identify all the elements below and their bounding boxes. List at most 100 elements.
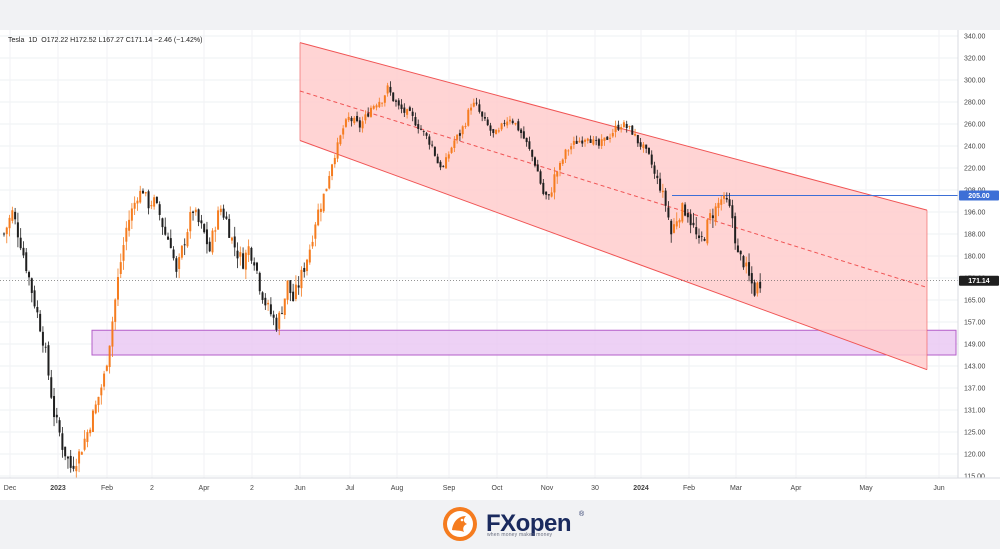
candle-body xyxy=(559,162,561,170)
x-tick-label: Oct xyxy=(492,485,503,492)
symbol-name: Tesla xyxy=(8,37,25,44)
candle-down xyxy=(458,129,461,142)
candle-body xyxy=(709,213,712,219)
candle-up xyxy=(347,112,350,123)
candle-body xyxy=(75,466,78,472)
x-tick-label: 30 xyxy=(591,485,599,492)
candle-down xyxy=(528,136,531,151)
candle-up xyxy=(278,310,281,336)
candle-up xyxy=(508,115,511,125)
candle-up xyxy=(364,110,367,124)
candle-body xyxy=(3,233,5,235)
candle-body xyxy=(356,115,359,122)
candle-up xyxy=(150,200,153,210)
candle-body xyxy=(281,313,283,314)
candle-up xyxy=(628,125,631,130)
candle-body xyxy=(225,216,228,219)
candle-body xyxy=(723,195,726,199)
candle-body xyxy=(745,262,748,267)
candle-body xyxy=(16,222,19,238)
candle-down xyxy=(631,125,634,136)
candle-body xyxy=(542,182,545,194)
candle-up xyxy=(514,122,517,126)
candle-up xyxy=(244,249,247,280)
x-tick-label: Nov xyxy=(541,485,554,492)
price-axis[interactable]: 340.00 320.00 300.00 280.00 260.00 240.00 220.… xyxy=(957,30,1000,500)
candle-down xyxy=(30,277,33,303)
candle-down xyxy=(55,407,58,424)
candle-up xyxy=(178,253,181,279)
candle-down xyxy=(547,194,550,200)
candle-up xyxy=(383,94,386,107)
candle-down xyxy=(428,134,431,150)
candle-body xyxy=(350,117,353,122)
candle-down xyxy=(731,199,734,228)
support-zone xyxy=(91,329,957,356)
candle-up xyxy=(119,253,122,279)
candle-down xyxy=(431,140,434,148)
candle-body xyxy=(333,157,336,165)
candle-body xyxy=(369,107,372,117)
candle-body xyxy=(8,217,11,229)
candle-body xyxy=(636,134,639,144)
candle-down xyxy=(659,172,662,193)
candle-body xyxy=(436,156,439,164)
y-tick-label: 131.00 xyxy=(964,408,986,415)
candle-body xyxy=(189,211,192,232)
candle-up xyxy=(239,246,242,266)
candle-body xyxy=(147,191,150,209)
candle-body xyxy=(445,157,448,169)
candle-body xyxy=(78,451,81,464)
candle-body xyxy=(217,210,220,230)
candle-body xyxy=(620,127,623,130)
y-tick-label: 220.00 xyxy=(964,166,986,173)
candle-down xyxy=(575,135,578,144)
candle-body xyxy=(458,133,461,136)
candle-up xyxy=(186,228,189,248)
candle-body xyxy=(342,128,345,135)
candle-body xyxy=(536,164,539,172)
candle-body xyxy=(450,147,453,153)
candle-body xyxy=(292,291,295,301)
candle-body xyxy=(748,262,751,276)
candle-body xyxy=(734,216,737,244)
candle-up xyxy=(75,458,78,478)
candle-down xyxy=(670,219,673,243)
candle-body xyxy=(606,136,609,140)
candle-body xyxy=(239,252,242,257)
candle-body xyxy=(684,204,687,216)
last-price-tag-text: 171.14 xyxy=(968,278,990,285)
candle-up xyxy=(194,207,197,216)
candle-down xyxy=(228,214,231,238)
candle-body xyxy=(431,144,434,146)
candle-down xyxy=(44,342,47,353)
candle-body xyxy=(661,190,664,193)
time-axis[interactable]: Dec 2023 Feb 2 Apr 2 Jun Jul Aug Sep Oct Nov 30 2024 F… xyxy=(0,477,1000,492)
candle-down xyxy=(69,449,72,473)
candle-body xyxy=(372,106,375,109)
candle-down xyxy=(439,160,442,171)
candle-body xyxy=(94,404,97,414)
candle-down xyxy=(250,246,253,264)
y-tick-label: 300.00 xyxy=(964,78,986,85)
candle-body xyxy=(597,139,600,146)
y-tick-label: 180.00 xyxy=(964,254,986,261)
candle-body xyxy=(411,111,414,116)
candle-down xyxy=(389,81,392,96)
candle-up xyxy=(189,206,192,239)
candle-body xyxy=(308,249,311,263)
candle-down xyxy=(61,427,64,458)
candle-body xyxy=(97,396,100,406)
candle-down xyxy=(350,116,353,127)
candle-down xyxy=(736,238,739,253)
candle-down xyxy=(225,211,228,220)
candle-body xyxy=(153,197,156,207)
candle-body xyxy=(584,139,587,142)
candle-down xyxy=(636,134,639,147)
candle-down xyxy=(753,279,756,297)
candle-down xyxy=(397,98,400,110)
candle-body xyxy=(253,262,256,266)
price-chart[interactable]: 340.00 320.00 300.00 280.00 260.00 240.00 220.… xyxy=(0,30,1000,500)
candle-body xyxy=(158,204,161,216)
candle-up xyxy=(447,151,450,162)
